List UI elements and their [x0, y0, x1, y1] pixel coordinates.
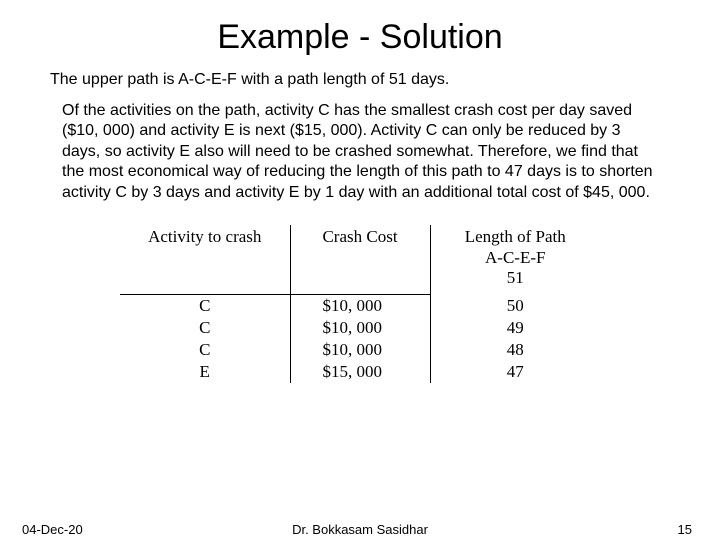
cell-activity: E: [120, 361, 290, 383]
header-activity: Activity to crash: [120, 225, 290, 294]
subtitle-text: The upper path is A-C-E-F with a path le…: [50, 71, 680, 89]
initial-length: 51: [441, 268, 591, 288]
table-row: E $15, 000 47: [120, 361, 600, 383]
crash-table-wrap: Activity to crash Crash Cost Length of P…: [120, 225, 620, 383]
header-length-line2: A-C-E-F: [441, 248, 591, 268]
cell-activity: C: [120, 317, 290, 339]
cell-length: 47: [430, 361, 600, 383]
cell-length: 49: [430, 317, 600, 339]
cell-length: 48: [430, 339, 600, 361]
slide-container: Example - Solution The upper path is A-C…: [0, 0, 720, 540]
crash-table: Activity to crash Crash Cost Length of P…: [120, 225, 600, 383]
table-row: C $10, 000 48: [120, 339, 600, 361]
header-length: Length of Path A-C-E-F 51: [430, 225, 600, 294]
body-paragraph: Of the activities on the path, activity …: [62, 101, 660, 203]
cell-cost: $10, 000: [290, 317, 430, 339]
table-row: C $10, 000 50: [120, 295, 600, 318]
header-cost: Crash Cost: [290, 225, 430, 294]
cell-activity: C: [120, 339, 290, 361]
cell-cost: $10, 000: [290, 295, 430, 318]
footer-page-number: 15: [678, 522, 692, 537]
footer-author: Dr. Bokkasam Sasidhar: [292, 522, 428, 537]
slide-title: Example - Solution: [40, 18, 680, 57]
header-length-line1: Length of Path: [441, 227, 591, 247]
footer-date: 04-Dec-20: [22, 522, 83, 537]
table-header-row: Activity to crash Crash Cost Length of P…: [120, 225, 600, 294]
cell-length: 50: [430, 295, 600, 318]
cell-activity: C: [120, 295, 290, 318]
cell-cost: $15, 000: [290, 361, 430, 383]
table-row: C $10, 000 49: [120, 317, 600, 339]
cell-cost: $10, 000: [290, 339, 430, 361]
